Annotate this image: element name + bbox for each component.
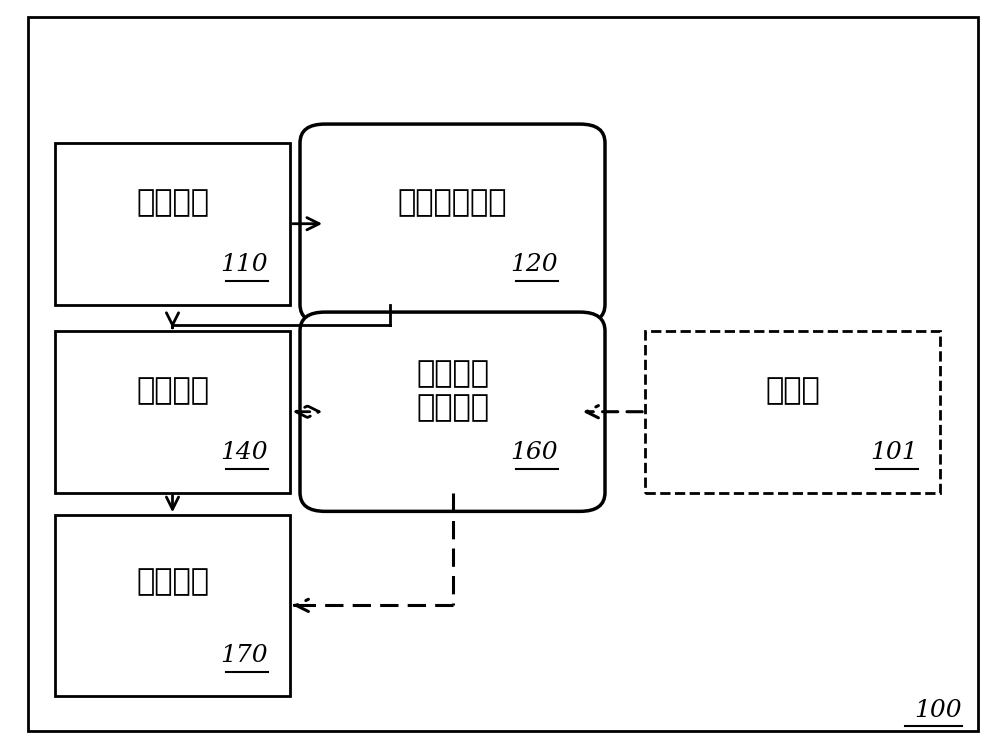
Text: 显示画面
处理模块: 显示画面 处理模块 [416,359,489,422]
Text: 100: 100 [914,699,962,722]
Text: 140: 140 [220,441,268,464]
Text: 101: 101 [870,441,918,464]
Bar [55,331,290,493]
Text: 传输模块: 传输模块 [136,376,209,405]
Bar [645,331,940,493]
Bar [55,143,290,305]
Text: 160: 160 [510,441,558,464]
FancyBboxPatch shape [300,124,605,323]
Text: 120: 120 [510,253,558,276]
Text: 显示模块: 显示模块 [136,568,209,596]
Text: 110: 110 [220,253,268,276]
FancyBboxPatch shape [300,312,605,511]
Text: 信号源: 信号源 [765,376,820,405]
Text: 170: 170 [220,644,268,667]
Text: 侦测模块: 侦测模块 [136,188,209,217]
Text: 主从决定模块: 主从决定模块 [398,188,507,217]
Bar [55,515,290,696]
